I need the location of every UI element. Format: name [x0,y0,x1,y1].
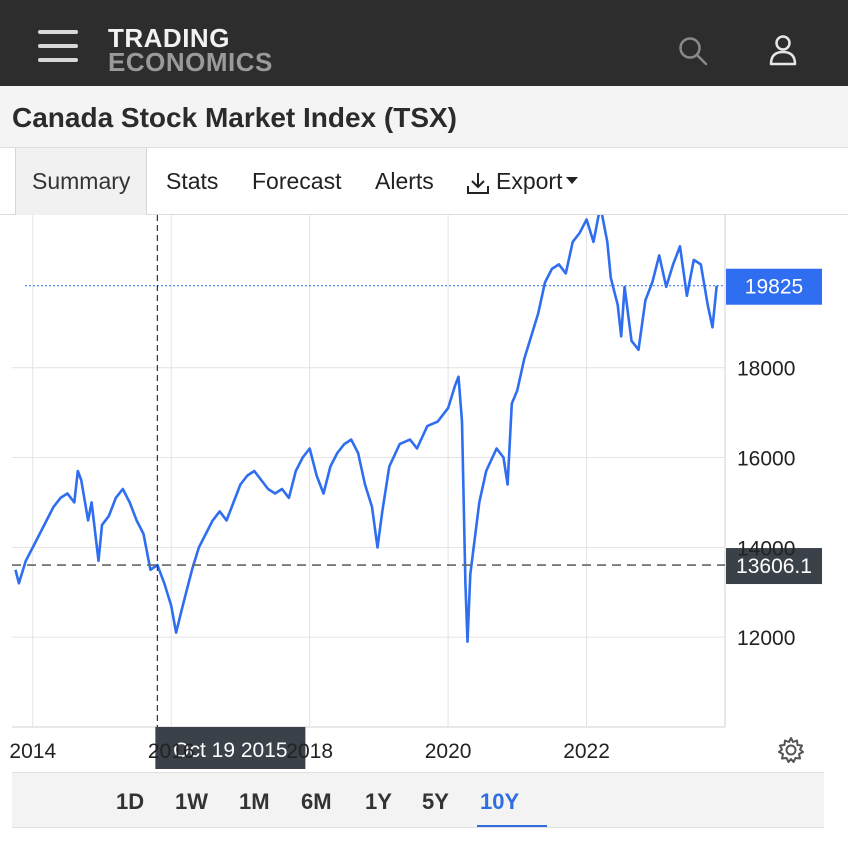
range-1y-button[interactable]: 1Y [365,789,392,814]
search-icon[interactable] [678,36,708,66]
page-title: Canada Stock Market Index (TSX) [12,102,458,133]
chevron-down-icon [566,177,579,185]
crosshair-value-label: 13606.1 [736,555,812,578]
crosshair-date-label: Oct 19 2015 [173,739,287,762]
range-1w-button[interactable]: 1W [175,789,208,814]
y-tick-label: 14000 [737,537,795,560]
site-logo[interactable]: TRADING ECONOMICS [108,23,273,77]
tab-summary-label: Summary [32,168,131,194]
price-chart[interactable]: 19825 13606.1 Oct 19 2015 12000 14000 16000 1… [0,215,848,775]
tab-forecast-label: Forecast [252,168,342,194]
range-1d-button[interactable]: 1D [116,789,145,814]
x-tick-label: 2014 [9,740,56,763]
tab-alerts-label: Alerts [375,168,434,194]
range-6m-button[interactable]: 6M [301,789,332,814]
tab-summary[interactable]: Summary [15,148,148,215]
x-tick-label: 2016 [148,740,195,763]
tab-stats[interactable]: Stats [166,148,218,215]
tab-export-label: Export [496,168,563,194]
page-title-bar: Canada Stock Market Index (TSX) [0,86,848,148]
logo-line-2: ECONOMICS [108,47,273,77]
tab-forecast[interactable]: Forecast [252,148,341,215]
range-10y-button[interactable]: 10Y [480,789,520,814]
y-tick-label: 18000 [737,358,795,381]
last-value-badge [726,268,822,305]
x-tick-label: 2020 [425,740,472,763]
download-icon [467,172,489,194]
range-5y-button[interactable]: 5Y [422,789,449,814]
range-selector: 1D 1W 1M 6M 1Y 5Y 10Y [12,772,824,828]
tab-bar: Summary Stats Forecast Alerts Export [0,148,848,215]
tab-alerts[interactable]: Alerts [375,148,434,215]
x-tick-label: 2018 [286,740,333,763]
crosshair-date-badge [155,727,306,769]
logo-line-1: TRADING [108,23,230,53]
last-value-label: 19825 [745,276,803,299]
series-line [14,215,718,643]
tab-export[interactable]: Export [466,148,579,215]
hamburger-menu-icon[interactable] [38,30,78,62]
y-tick-label: 12000 [737,627,795,650]
y-tick-label: 16000 [737,448,795,471]
top-navbar: TRADING ECONOMICS [0,0,848,86]
user-icon[interactable] [768,34,798,66]
active-range-underline [477,825,547,827]
range-1m-button[interactable]: 1M [239,789,270,814]
gear-icon[interactable] [777,736,805,764]
crosshair-value-badge [726,548,822,585]
tab-stats-label: Stats [166,168,219,194]
x-tick-label: 2022 [563,740,610,763]
